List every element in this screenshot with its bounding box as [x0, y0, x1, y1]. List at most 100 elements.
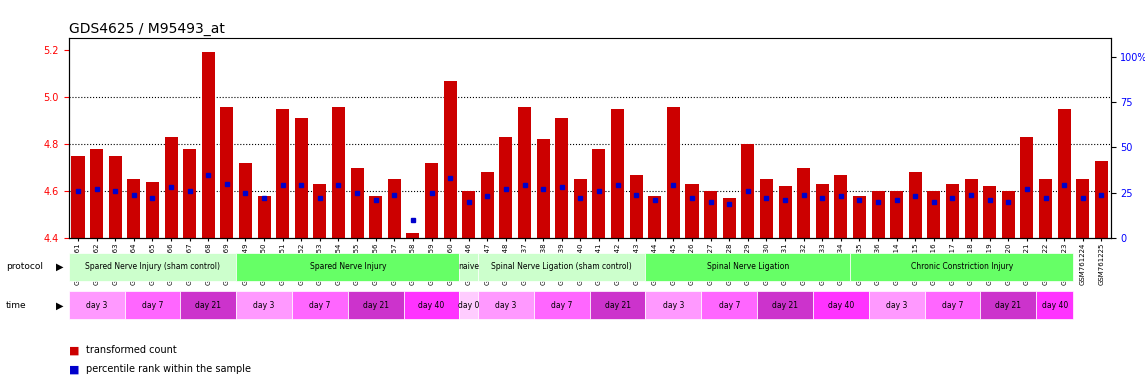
Bar	[722, 198, 736, 238]
FancyBboxPatch shape	[69, 253, 236, 281]
Text: day 7: day 7	[142, 301, 163, 310]
Bar	[183, 149, 196, 238]
FancyBboxPatch shape	[236, 291, 292, 319]
Text: day 3: day 3	[496, 301, 516, 310]
Bar	[815, 184, 829, 238]
Bar	[314, 184, 326, 238]
Text: Spared Nerve Injury: Spared Nerve Injury	[309, 262, 386, 271]
Text: day 3: day 3	[663, 301, 684, 310]
FancyBboxPatch shape	[180, 291, 236, 319]
Text: day 3: day 3	[253, 301, 275, 310]
Bar	[165, 137, 177, 238]
Text: Spared Nerve Injury (sham control): Spared Nerve Injury (sham control)	[85, 262, 220, 271]
Bar	[1020, 137, 1034, 238]
Text: day 21: day 21	[772, 301, 798, 310]
FancyBboxPatch shape	[701, 291, 757, 319]
Text: day 3: day 3	[886, 301, 907, 310]
Text: time: time	[6, 301, 26, 310]
FancyBboxPatch shape	[646, 291, 701, 319]
Bar	[779, 186, 791, 238]
Bar	[481, 172, 493, 238]
Text: day 21: day 21	[363, 301, 388, 310]
Text: day 40: day 40	[1042, 301, 1068, 310]
Text: day 3: day 3	[86, 301, 108, 310]
Bar	[388, 179, 401, 238]
FancyBboxPatch shape	[534, 291, 590, 319]
Bar	[741, 144, 755, 238]
Bar	[202, 53, 215, 238]
Text: day 40: day 40	[418, 301, 444, 310]
Text: day 7: day 7	[942, 301, 963, 310]
Bar	[239, 163, 252, 238]
Bar	[1076, 179, 1089, 238]
Text: day 21: day 21	[196, 301, 221, 310]
Bar	[927, 191, 940, 238]
Bar	[555, 118, 568, 238]
Text: percentile rank within the sample: percentile rank within the sample	[86, 364, 251, 374]
FancyBboxPatch shape	[850, 253, 1073, 281]
Bar	[463, 191, 475, 238]
FancyBboxPatch shape	[813, 291, 869, 319]
Text: transformed count: transformed count	[86, 345, 176, 355]
Text: day 7: day 7	[551, 301, 572, 310]
Bar	[946, 184, 960, 238]
FancyBboxPatch shape	[869, 291, 924, 319]
Bar	[258, 196, 270, 238]
Text: day 40: day 40	[828, 301, 854, 310]
Bar	[425, 163, 439, 238]
Text: ■: ■	[69, 364, 79, 374]
Bar	[369, 196, 382, 238]
FancyBboxPatch shape	[69, 291, 125, 319]
Bar	[871, 191, 885, 238]
Bar	[797, 167, 811, 238]
FancyBboxPatch shape	[646, 253, 850, 281]
Text: Spinal Nerve Ligation (sham control): Spinal Nerve Ligation (sham control)	[491, 262, 632, 271]
Bar	[499, 137, 513, 238]
Text: Spinal Nerve Ligation: Spinal Nerve Ligation	[706, 262, 789, 271]
Bar	[630, 175, 642, 238]
Text: GDS4625 / M95493_at: GDS4625 / M95493_at	[69, 22, 224, 36]
FancyBboxPatch shape	[459, 291, 477, 319]
Text: day 21: day 21	[605, 301, 631, 310]
Bar	[611, 109, 624, 238]
Bar	[1058, 109, 1071, 238]
Bar	[686, 184, 698, 238]
Bar	[332, 106, 345, 238]
Bar	[127, 179, 141, 238]
Text: naive: naive	[458, 262, 480, 271]
FancyBboxPatch shape	[924, 291, 980, 319]
FancyBboxPatch shape	[477, 253, 646, 281]
Bar	[1002, 191, 1014, 238]
FancyBboxPatch shape	[236, 253, 459, 281]
Bar	[109, 156, 121, 238]
Text: day 7: day 7	[309, 301, 331, 310]
FancyBboxPatch shape	[125, 291, 180, 319]
FancyBboxPatch shape	[980, 291, 1036, 319]
Bar	[592, 149, 606, 238]
Bar	[294, 118, 308, 238]
Bar	[666, 106, 680, 238]
Bar	[71, 156, 85, 238]
Bar	[909, 172, 922, 238]
Text: ■: ■	[69, 345, 79, 355]
FancyBboxPatch shape	[348, 291, 403, 319]
Bar	[145, 182, 159, 238]
Text: ▶: ▶	[55, 262, 63, 272]
FancyBboxPatch shape	[477, 291, 534, 319]
Bar	[276, 109, 290, 238]
Bar	[90, 149, 103, 238]
Bar	[443, 81, 457, 238]
Text: day 0: day 0	[458, 301, 480, 310]
FancyBboxPatch shape	[459, 253, 477, 281]
Text: ▶: ▶	[55, 300, 63, 310]
FancyBboxPatch shape	[757, 291, 813, 319]
Bar	[1095, 161, 1108, 238]
Bar	[704, 191, 717, 238]
Text: protocol: protocol	[6, 262, 42, 271]
Bar	[220, 106, 234, 238]
Bar	[574, 179, 587, 238]
Bar	[406, 233, 419, 238]
Text: day 7: day 7	[719, 301, 740, 310]
Bar	[1039, 179, 1052, 238]
Bar	[518, 106, 531, 238]
